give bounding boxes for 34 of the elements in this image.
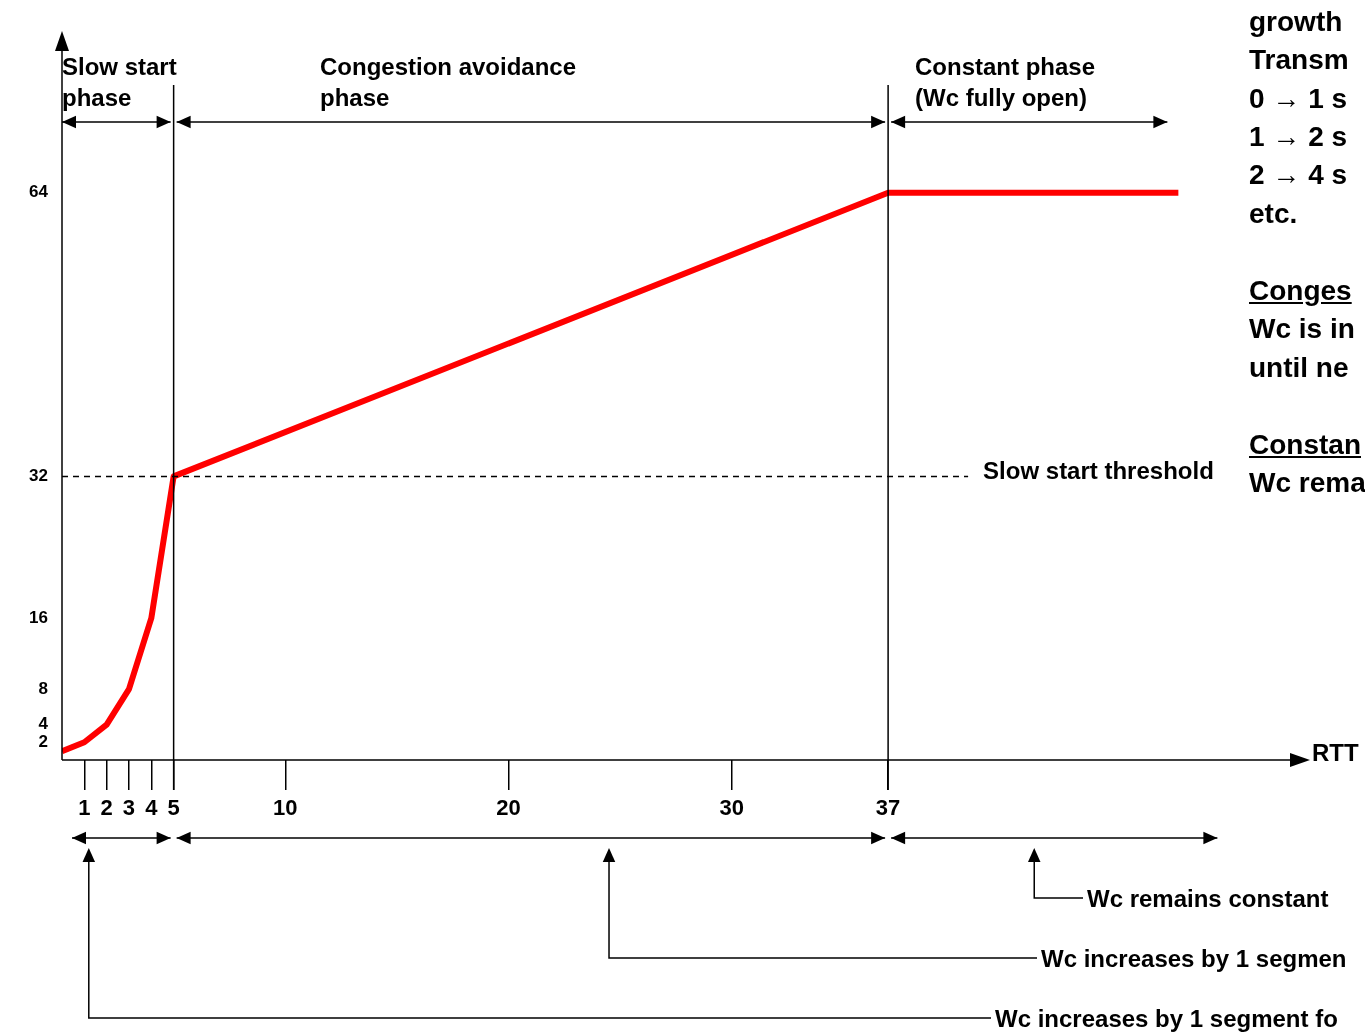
annotation: until ne	[1249, 352, 1349, 384]
y-tick-label: 32	[29, 466, 48, 486]
x-tick-label: 2	[100, 795, 113, 821]
annotation: Constant phase (Wc fully open)	[915, 53, 1096, 112]
y-tick-label: 4	[38, 714, 49, 734]
y-tick-label: 16	[29, 607, 48, 627]
ref-line-label: Slow start threshold	[983, 457, 1214, 485]
annotation: Constan	[1249, 429, 1361, 461]
annotation: Wc rema	[1249, 467, 1365, 499]
text: growth	[1249, 6, 1343, 38]
annotation: 1 → 2 s	[1249, 121, 1348, 153]
annotation: Wc is in	[1249, 313, 1355, 345]
annotation: 2 → 4 s	[1249, 159, 1348, 191]
x-axis-title: RTT	[1312, 738, 1359, 766]
annotation: 0 → 1 s	[1249, 83, 1348, 115]
y-tick-label: 8	[38, 678, 48, 698]
x-tick-label: 10	[273, 795, 298, 821]
text: Wc increases by 1 segment fo	[995, 1005, 1338, 1032]
x-tick-label: 3	[122, 795, 136, 821]
x-tick-label: 4	[145, 795, 159, 821]
annotation: Conges	[1249, 275, 1352, 307]
annotation: etc.	[1249, 198, 1298, 230]
annotation: Congestion avoidance phase	[320, 53, 577, 112]
x-tick-label: 37	[875, 795, 901, 821]
x-tick-label: 30	[719, 795, 745, 821]
annotation: Slow start phase	[62, 53, 177, 112]
x-tick-label: 5	[167, 795, 180, 821]
text: Wc increases by 1 segmen	[1041, 945, 1347, 972]
y-tick-label: 64	[29, 182, 49, 202]
text: Wc remains constant	[1087, 885, 1329, 912]
x-tick-label: 1	[78, 795, 91, 821]
y-tick-label: 2	[38, 731, 48, 751]
x-tick-label: 20	[496, 795, 521, 821]
annotation: Transm	[1249, 44, 1349, 76]
